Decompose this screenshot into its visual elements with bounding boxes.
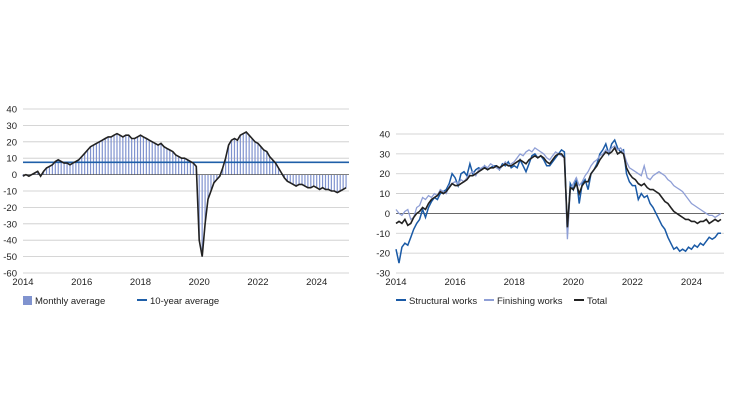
left-x-tick-2020: 2020	[189, 277, 210, 288]
left-y-tick-labels: 40 30 20 10 0 -10 -20 -30 -40 -50 -60	[3, 105, 17, 280]
right-y-tick-30: -30	[376, 269, 390, 280]
right-legend: Structural works Finishing works Total	[396, 296, 607, 307]
left-y-tick-60: -60	[3, 269, 17, 280]
left-gridlines	[23, 108, 349, 274]
left-x-tick-labels: 2014 2016 2018 2020 2022 2024	[12, 277, 327, 288]
left-x-tick-2014: 2014	[12, 277, 33, 288]
left-y-tick-40: 40	[6, 105, 17, 116]
right-y-tick-20: -20	[376, 249, 390, 260]
right-x-tick-2018: 2018	[504, 277, 525, 288]
right-x-tick-2020: 2020	[563, 277, 584, 288]
left-x-tick-2024: 2024	[306, 277, 327, 288]
left-legend: Monthly average 10-year average	[23, 296, 219, 307]
right-x-tick-labels: 2014 2016 2018 2020 2022 2024	[385, 277, 702, 288]
left-y-tick-40: -40	[3, 236, 17, 247]
left-y-tick-20: 20	[6, 137, 17, 148]
legend-swatch-monthly-average	[23, 296, 32, 305]
legend-label-finishing-works: Finishing works	[497, 296, 563, 307]
legend-label-monthly-average: Monthly average	[35, 296, 105, 307]
legend-label-total: Total	[587, 296, 607, 307]
legend-label-structural-works: Structural works	[409, 296, 477, 307]
right-y-tick-10: 10	[379, 189, 390, 200]
right-y-tick-30: 30	[379, 149, 390, 160]
right-x-tick-2024: 2024	[681, 277, 702, 288]
left-bars	[22, 131, 347, 257]
right-x-tick-2014: 2014	[385, 277, 406, 288]
series-line-structural-works	[395, 138, 721, 264]
right-y-tick-labels: 40 30 20 10 0 -10 -20 -30	[376, 130, 390, 280]
right-gridlines	[396, 133, 724, 274]
left-y-tick-10: 10	[6, 154, 17, 165]
right-y-tick-0: 0	[385, 209, 390, 220]
legend-label-ten-year-average: 10-year average	[150, 296, 219, 307]
left-y-tick-30: 30	[6, 121, 17, 132]
left-y-tick-20: -20	[3, 203, 17, 214]
left-x-tick-2022: 2022	[247, 277, 268, 288]
right-x-tick-2016: 2016	[445, 277, 466, 288]
left-y-tick-30: -30	[3, 219, 17, 230]
left-x-tick-2016: 2016	[71, 277, 92, 288]
left-y-tick-0: 0	[12, 170, 17, 181]
right-y-tick-10: -10	[376, 229, 390, 240]
left-x-tick-2018: 2018	[130, 277, 151, 288]
right-y-tick-20: 20	[379, 169, 390, 180]
left-monthly-average-outline	[22, 130, 347, 257]
right-x-tick-2022: 2022	[622, 277, 643, 288]
series-line-total	[395, 146, 722, 228]
left-y-tick-10: -10	[3, 187, 17, 198]
right-y-tick-40: 40	[379, 130, 390, 141]
left-y-tick-50: -50	[3, 252, 17, 263]
left-chart: 40 30 20 10 0 -10 -20 -30 -40 -50 -60 2014 2016 2018…	[3, 105, 349, 307]
